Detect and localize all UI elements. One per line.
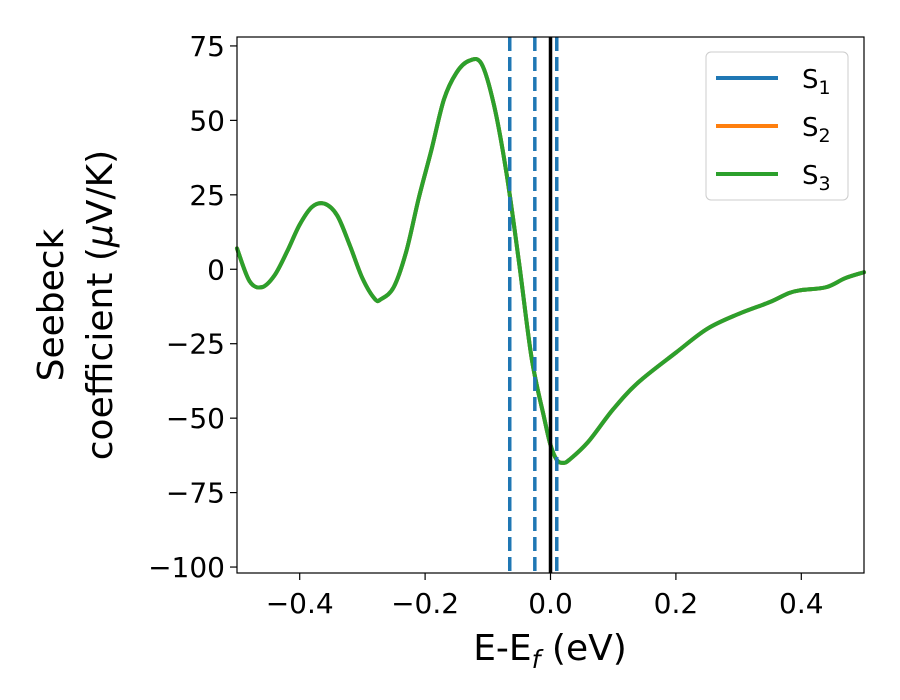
y-axis-label-line1: Seebeck [31,228,72,381]
y-tick-label: −50 [166,402,225,435]
x-tick-label: 0.0 [528,587,573,620]
legend-label-s2: S2 [802,113,831,147]
x-tick-label: 0.4 [779,587,824,620]
legend-label-s3: S3 [802,161,831,195]
y-axis: 75 50 25 0 −25 −50 −75 −100 [148,30,237,584]
x-axis: −0.4 −0.2 0.0 0.2 0.4 [266,573,824,620]
series-line-s3 [235,56,866,465]
legend-label-s1: S1 [802,65,831,99]
y-axis-label-line2: coefficient (μV/K) [80,150,121,460]
x-tick-label: −0.4 [266,587,334,620]
y-tick-label: 25 [189,179,225,212]
y-tick-label: 75 [189,30,225,63]
y-tick-label: 0 [207,253,225,286]
y-tick-label: −25 [166,328,225,361]
plot-area [235,37,866,573]
y-tick-label: −100 [148,551,225,584]
legend: S1 S2 S3 [705,51,849,201]
x-tick-label: 0.2 [654,587,699,620]
y-tick-label: −75 [166,477,225,510]
x-tick-label: −0.2 [391,587,459,620]
x-axis-label: E-Ef (eV) [473,628,627,674]
y-tick-label: 50 [189,104,225,137]
